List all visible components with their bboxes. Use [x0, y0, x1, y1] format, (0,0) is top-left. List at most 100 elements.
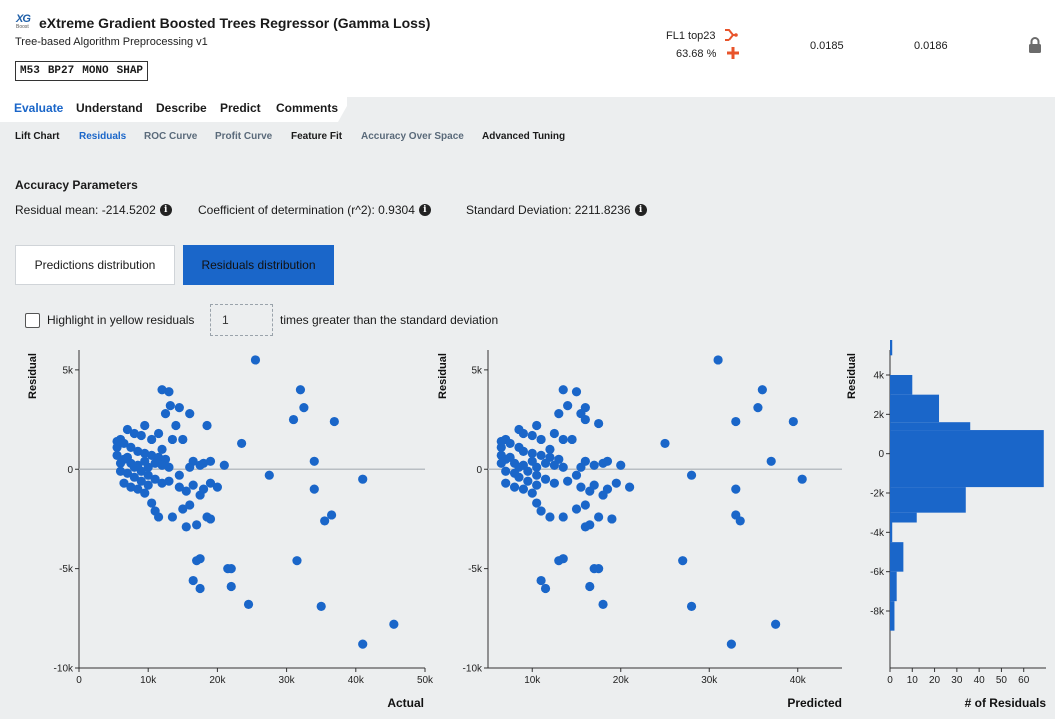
scatter-point	[594, 418, 604, 429]
scatter-point	[188, 575, 198, 586]
xgboost-logo-mark: XG	[16, 13, 31, 25]
hist-x-axis-label: # of Residuals	[965, 696, 1047, 710]
scatter-point	[589, 480, 599, 490]
y-tick-label: -10k	[54, 664, 74, 675]
highlight-label: Highlight in yellow residuals	[47, 313, 195, 327]
scatter-point	[558, 512, 568, 522]
scatter-point	[598, 599, 608, 609]
scatter-point	[160, 409, 171, 419]
plus-icon	[727, 47, 739, 59]
scatter-point	[143, 462, 153, 472]
scatter-point	[219, 460, 229, 470]
info-icon[interactable]: i	[634, 204, 647, 216]
scatter-point	[514, 462, 524, 472]
scatter-point	[192, 556, 202, 566]
x-tick-label: 30k	[701, 675, 718, 686]
scatter-point	[157, 478, 167, 488]
hist-y-tick-label: -6k	[870, 567, 885, 578]
scatter-point	[585, 581, 595, 592]
scatter-point	[713, 355, 723, 365]
scatter-point	[523, 466, 533, 476]
scatter-point	[212, 482, 222, 492]
scatter-point	[316, 601, 326, 611]
scatter-point	[202, 420, 212, 431]
scatter-point	[153, 512, 164, 522]
scatter-point	[532, 462, 542, 472]
scatter-point	[686, 601, 697, 611]
scatter-point	[178, 504, 188, 514]
x-axis-label: Actual	[387, 696, 424, 710]
predictions-distribution-button[interactable]: Predictions distribution	[15, 245, 175, 285]
residuals-distribution-button[interactable]: Residuals distribution	[183, 245, 334, 285]
scatter-point	[237, 438, 247, 449]
std-text: Standard Deviation: 2211.8236	[466, 203, 631, 217]
x-tick-label: 0	[76, 675, 82, 686]
y-axis-label: Residual	[27, 353, 39, 399]
scatter-point	[602, 484, 613, 494]
tag-bp27: BP27	[47, 65, 75, 77]
scatter-point	[505, 452, 515, 462]
hist-y-tick-label: 2k	[873, 410, 885, 421]
scatter-point	[358, 474, 368, 484]
histogram-bar	[890, 601, 895, 631]
subtab-feature-fit[interactable]: Feature Fit	[291, 131, 343, 142]
scatter-point	[611, 478, 621, 488]
scatter-point	[129, 462, 139, 472]
r2-text: Coefficient of determination (r^2): 0.93…	[198, 203, 415, 217]
hist-x-tick-label: 10	[907, 675, 919, 686]
scatter-point	[678, 556, 688, 566]
scatter-point	[594, 512, 604, 522]
scatter-point	[178, 434, 188, 445]
tab-describe[interactable]: Describe	[156, 101, 207, 115]
highlight-checkbox[interactable]	[25, 313, 40, 328]
subtab-advanced-tuning[interactable]: Advanced Tuning	[482, 131, 566, 142]
scatter-point	[389, 619, 399, 629]
scatter-point	[140, 420, 150, 431]
scatter-point	[563, 476, 573, 486]
scatter-point	[536, 506, 546, 516]
scatter-point	[174, 482, 184, 492]
subtab-residuals[interactable]: Residuals	[79, 131, 127, 142]
hist-x-tick-label: 40	[974, 675, 986, 686]
scatter-point	[501, 478, 511, 488]
scatter-point	[185, 500, 195, 510]
scatter-point	[532, 498, 542, 508]
scatter-point	[119, 438, 129, 449]
subtab-profit-curve[interactable]: Profit Curve	[215, 131, 273, 142]
scatter-point	[329, 416, 339, 427]
scatter-point	[174, 470, 184, 480]
r2-row: Coefficient of determination (r^2): 0.93…	[198, 203, 431, 217]
y-tick-label: -10k	[463, 664, 483, 675]
info-icon[interactable]: i	[418, 204, 431, 216]
scatter-point	[205, 478, 216, 488]
std-multiplier-input[interactable]	[210, 304, 273, 336]
scatter-point	[797, 474, 807, 484]
tab-predict[interactable]: Predict	[220, 101, 261, 115]
tab-understand[interactable]: Understand	[76, 101, 143, 115]
scatter-point	[731, 416, 741, 427]
histogram-bar	[890, 422, 971, 431]
scatter-point	[167, 512, 178, 522]
scatter-point	[147, 434, 157, 445]
subtab-roc-curve[interactable]: ROC Curve	[144, 131, 198, 142]
model-header: XG Boost eXtreme Gradient Boosted Trees …	[0, 0, 1055, 97]
subtab-accuracy-over-space[interactable]: Accuracy Over Space	[361, 131, 464, 142]
tab-evaluate[interactable]: Evaluate	[14, 101, 64, 115]
scatter-point	[518, 428, 529, 439]
scatter-point	[119, 478, 129, 488]
scatter-point	[133, 446, 143, 456]
feature-list-label[interactable]: FL1 top23	[666, 30, 716, 42]
histogram-bar	[890, 394, 940, 423]
histogram-bar	[890, 430, 1044, 488]
tab-comments[interactable]: Comments	[276, 101, 339, 115]
scatter-point	[788, 416, 798, 427]
scatter-point	[167, 434, 178, 445]
scatter-point	[580, 456, 590, 466]
info-icon[interactable]: i	[159, 204, 172, 216]
scatter-point	[185, 409, 195, 419]
scatter-point	[157, 385, 167, 395]
scatter-point	[496, 436, 506, 447]
scatter-point	[129, 472, 139, 482]
scatter-point	[264, 470, 274, 480]
subtab-lift-chart[interactable]: Lift Chart	[15, 131, 60, 142]
